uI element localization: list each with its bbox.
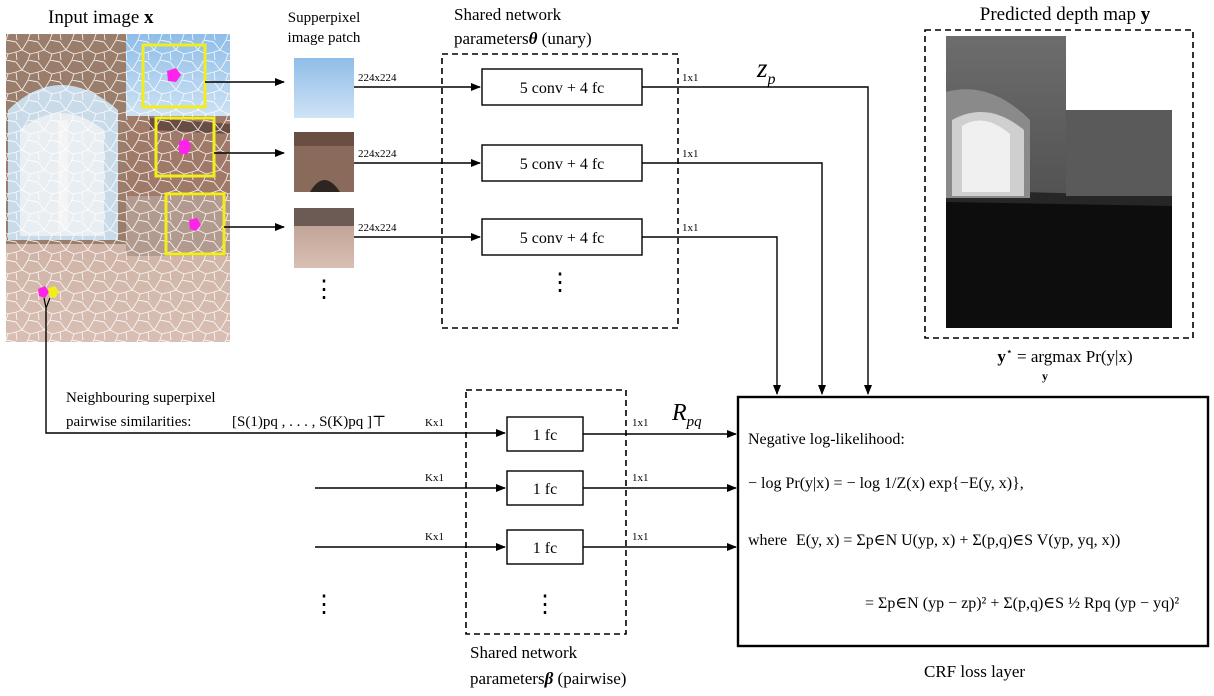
svg-text:y: y xyxy=(1042,369,1048,383)
pairwise-in-dim-2: Kx1 xyxy=(425,472,444,484)
unary-out-dim-3: 1x1 xyxy=(682,222,699,234)
svg-text:5 conv + 4 fc: 5 conv + 4 fc xyxy=(520,156,605,173)
svg-text:5 conv + 4 fc: 5 conv + 4 fc xyxy=(520,230,605,247)
unary-dashed-group xyxy=(441,53,679,329)
input-image-title: Input image x xyxy=(48,7,154,28)
svg-text:parametersβ (pairwise): parametersβ (pairwise) xyxy=(470,669,626,688)
unary-block-2: 5 conv + 4 fc xyxy=(481,144,643,182)
crf-eq1: − log Pr(y|x) = − log 1/Z(x) exp{−E(y, x… xyxy=(748,475,1024,492)
pairwise-block-1: 1 fc xyxy=(506,416,584,452)
svg-text:Shared network: Shared network xyxy=(470,643,578,662)
input-image xyxy=(6,34,230,342)
crf-box xyxy=(736,395,1210,648)
unary-to-crf-arrows: 1x1 1x1 1x1 xyxy=(642,72,872,395)
patch-building xyxy=(294,132,354,192)
svg-text:[S(1)pq , . . . , S(K)pq ]⊤: [S(1)pq , . . . , S(K)pq ]⊤ xyxy=(232,414,386,430)
svg-text:pairwise similarities:: pairwise similarities: xyxy=(66,414,191,430)
unary-out-dim-2: 1x1 xyxy=(682,148,699,160)
crf-eq2-lead: where xyxy=(748,532,787,549)
crf-eq2: E(y, x) = Σp∈N U(yp, x) + Σ(p,q)∈S V(yp,… xyxy=(796,532,1120,549)
unary-out-dim-1: 1x1 xyxy=(682,72,699,84)
argmax-equation: y⋆ = argmax Pr(y|x) y xyxy=(997,346,1132,383)
pairwise-vdots: ⋮ xyxy=(533,592,557,618)
patch-ground xyxy=(294,208,354,268)
svg-text:1 fc: 1 fc xyxy=(533,427,557,444)
pairwise-similarity-label: Neighbouring superpixel pairwise similar… xyxy=(66,390,386,430)
to-pairwise-arrows: Kx1 Kx1 Kx1 xyxy=(45,308,506,551)
svg-text:Supperpixel: Supperpixel xyxy=(288,10,361,26)
output-dashed-frame xyxy=(924,29,1194,339)
patch-title: Supperpixel image patch xyxy=(288,10,361,46)
pairwise-left-vdots: ⋮ xyxy=(312,592,336,618)
svg-text:parametersθ (unary): parametersθ (unary) xyxy=(454,29,592,48)
depth-map xyxy=(946,36,1172,328)
pairwise-out-dim-1: 1x1 xyxy=(632,417,649,429)
crf-heading: Negative log-likelihood: xyxy=(748,431,905,448)
svg-text:y⋆ = argmax Pr(y|x): y⋆ = argmax Pr(y|x) xyxy=(997,346,1132,366)
unary-in-dim-2: 224x224 xyxy=(358,148,397,160)
unary-block-3: 5 conv + 4 fc xyxy=(481,218,643,256)
pairwise-dashed-group xyxy=(465,389,627,635)
svg-text:Shared network: Shared network xyxy=(454,5,562,24)
svg-text:Rpq: Rpq xyxy=(671,400,702,430)
unary-in-dim-1: 224x224 xyxy=(358,72,397,84)
crf-label: CRF loss layer xyxy=(924,662,1025,681)
svg-text:Predicted depth map y: Predicted depth map y xyxy=(980,4,1151,25)
svg-text:image patch: image patch xyxy=(288,30,361,46)
rpq-label: Rpq xyxy=(671,400,702,430)
pairwise-title: Shared network parametersβ (pairwise) xyxy=(470,643,626,688)
crf-equations: Negative log-likelihood: − log Pr(y|x) =… xyxy=(748,431,1179,612)
zp-label: zp xyxy=(756,53,776,88)
unary-block-1: 5 conv + 4 fc xyxy=(481,68,643,106)
pairwise-in-dim-1: Kx1 xyxy=(425,417,444,429)
pairwise-in-dim-3: Kx1 xyxy=(425,531,444,543)
patch-vdots: ⋮ xyxy=(312,277,336,303)
svg-text:1 fc: 1 fc xyxy=(533,540,557,557)
pairwise-to-crf-arrows: 1x1 1x1 1x1 xyxy=(583,417,737,551)
crf-eq3: = Σp∈N (yp − zp)² + Σ(p,q)∈S ½ Rpq (yp −… xyxy=(865,595,1179,612)
pairwise-block-2: 1 fc xyxy=(506,470,584,506)
svg-text:5 conv + 4 fc: 5 conv + 4 fc xyxy=(520,80,605,97)
image-to-patch-arrows xyxy=(205,78,285,231)
svg-text:Input image x: Input image x xyxy=(48,7,154,28)
svg-text:1 fc: 1 fc xyxy=(533,481,557,498)
unary-in-dim-3: 224x224 xyxy=(358,222,397,234)
pairwise-out-dim-2: 1x1 xyxy=(632,472,649,484)
unary-title: Shared network parametersθ (unary) xyxy=(454,5,592,48)
patch-sky xyxy=(294,58,354,118)
output-title: Predicted depth map y xyxy=(980,4,1151,25)
pairwise-out-dim-3: 1x1 xyxy=(632,531,649,543)
svg-text:zp: zp xyxy=(756,53,776,88)
unary-vdots: ⋮ xyxy=(548,270,572,296)
svg-text:Neighbouring superpixel: Neighbouring superpixel xyxy=(66,390,216,406)
pairwise-block-3: 1 fc xyxy=(506,529,584,565)
patch-to-unary-arrows: 224x224 224x224 224x224 xyxy=(354,72,481,241)
